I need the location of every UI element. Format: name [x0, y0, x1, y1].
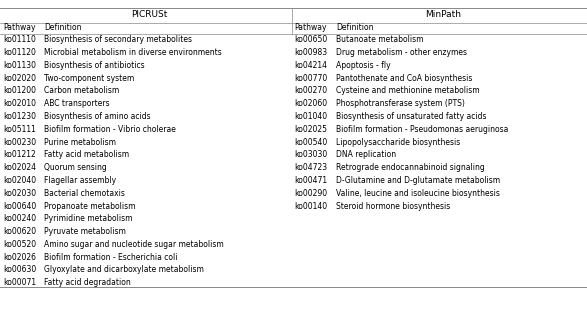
Text: ko01212: ko01212 [3, 150, 36, 159]
Text: Flagellar assembly: Flagellar assembly [44, 176, 116, 185]
Text: ko02010: ko02010 [3, 99, 36, 108]
Text: ko02026: ko02026 [3, 253, 36, 262]
Text: Biosynthesis of amino acids: Biosynthesis of amino acids [44, 112, 151, 121]
Text: ko02060: ko02060 [295, 99, 328, 108]
Text: Valine, leucine and isoleucine biosynthesis: Valine, leucine and isoleucine biosynthe… [336, 189, 500, 198]
Text: Biofilm formation - Escherichia coli: Biofilm formation - Escherichia coli [44, 253, 177, 262]
Text: Pyrimidine metabolism: Pyrimidine metabolism [44, 214, 133, 223]
Text: Two-component system: Two-component system [44, 74, 134, 83]
Text: Definition: Definition [44, 23, 82, 33]
Text: Drug metabolism - other enzymes: Drug metabolism - other enzymes [336, 48, 467, 57]
Text: Pyruvate metabolism: Pyruvate metabolism [44, 227, 126, 236]
Text: ko01230: ko01230 [3, 112, 36, 121]
Text: ko00140: ko00140 [295, 202, 328, 210]
Text: ko00520: ko00520 [3, 240, 36, 249]
Text: ko02030: ko02030 [3, 189, 36, 198]
Text: ko04723: ko04723 [295, 163, 328, 172]
Text: ko01040: ko01040 [295, 112, 328, 121]
Text: ko00770: ko00770 [295, 74, 328, 83]
Text: Biosynthesis of secondary metabolites: Biosynthesis of secondary metabolites [44, 35, 192, 44]
Text: Definition: Definition [336, 23, 373, 33]
Text: ko00630: ko00630 [3, 265, 36, 275]
Text: ko03030: ko03030 [295, 150, 328, 159]
Text: ABC transporters: ABC transporters [44, 99, 110, 108]
Text: ko02025: ko02025 [295, 125, 328, 134]
Text: Biofilm formation - Vibrio cholerae: Biofilm formation - Vibrio cholerae [44, 125, 176, 134]
Text: ko00290: ko00290 [295, 189, 328, 198]
Text: Biosynthesis of unsaturated fatty acids: Biosynthesis of unsaturated fatty acids [336, 112, 486, 121]
Text: ko00983: ko00983 [295, 48, 328, 57]
Text: Carbon metabolism: Carbon metabolism [44, 86, 119, 96]
Text: Pathway: Pathway [295, 23, 327, 33]
Text: Fatty acid metabolism: Fatty acid metabolism [44, 150, 129, 159]
Text: Phosphotransferase system (PTS): Phosphotransferase system (PTS) [336, 99, 465, 108]
Text: ko01120: ko01120 [3, 48, 36, 57]
Text: ko00230: ko00230 [3, 137, 36, 147]
Text: Apoptosis - fly: Apoptosis - fly [336, 61, 390, 70]
Text: ko04214: ko04214 [295, 61, 328, 70]
Text: ko05111: ko05111 [3, 125, 36, 134]
Text: Glyoxylate and dicarboxylate metabolism: Glyoxylate and dicarboxylate metabolism [44, 265, 204, 275]
Text: Amino sugar and nucleotide sugar metabolism: Amino sugar and nucleotide sugar metabol… [44, 240, 224, 249]
Text: Butanoate metabolism: Butanoate metabolism [336, 35, 423, 44]
Text: Lipopolysaccharide biosynthesis: Lipopolysaccharide biosynthesis [336, 137, 460, 147]
Text: Pathway: Pathway [3, 23, 35, 33]
Text: Steroid hormone biosynthesis: Steroid hormone biosynthesis [336, 202, 450, 210]
Text: MinPath: MinPath [425, 10, 461, 20]
Text: Purine metabolism: Purine metabolism [44, 137, 116, 147]
Text: ko01200: ko01200 [3, 86, 36, 96]
Text: ko00071: ko00071 [3, 278, 36, 287]
Text: ko00540: ko00540 [295, 137, 328, 147]
Text: ko01130: ko01130 [3, 61, 36, 70]
Text: PICRUSt: PICRUSt [131, 10, 168, 20]
Text: Quorum sensing: Quorum sensing [44, 163, 107, 172]
Text: ko00620: ko00620 [3, 227, 36, 236]
Text: ko01110: ko01110 [3, 35, 36, 44]
Text: ko02024: ko02024 [3, 163, 36, 172]
Text: Biosynthesis of antibiotics: Biosynthesis of antibiotics [44, 61, 144, 70]
Text: ko00640: ko00640 [3, 202, 36, 210]
Text: Bacterial chemotaxis: Bacterial chemotaxis [44, 189, 125, 198]
Text: Propanoate metabolism: Propanoate metabolism [44, 202, 136, 210]
Text: Microbial metabolism in diverse environments: Microbial metabolism in diverse environm… [44, 48, 222, 57]
Text: Biofilm formation - Pseudomonas aeruginosa: Biofilm formation - Pseudomonas aerugino… [336, 125, 508, 134]
Text: ko02020: ko02020 [3, 74, 36, 83]
Text: ko00240: ko00240 [3, 214, 36, 223]
Text: Pantothenate and CoA biosynthesis: Pantothenate and CoA biosynthesis [336, 74, 472, 83]
Text: ko00650: ko00650 [295, 35, 328, 44]
Text: ko00471: ko00471 [295, 176, 328, 185]
Text: DNA replication: DNA replication [336, 150, 396, 159]
Text: Cysteine and methionine metabolism: Cysteine and methionine metabolism [336, 86, 480, 96]
Text: ko00270: ko00270 [295, 86, 328, 96]
Text: D-Glutamine and D-glutamate metabolism: D-Glutamine and D-glutamate metabolism [336, 176, 500, 185]
Text: ko02040: ko02040 [3, 176, 36, 185]
Text: Fatty acid degradation: Fatty acid degradation [44, 278, 131, 287]
Text: Retrograde endocannabinoid signaling: Retrograde endocannabinoid signaling [336, 163, 484, 172]
